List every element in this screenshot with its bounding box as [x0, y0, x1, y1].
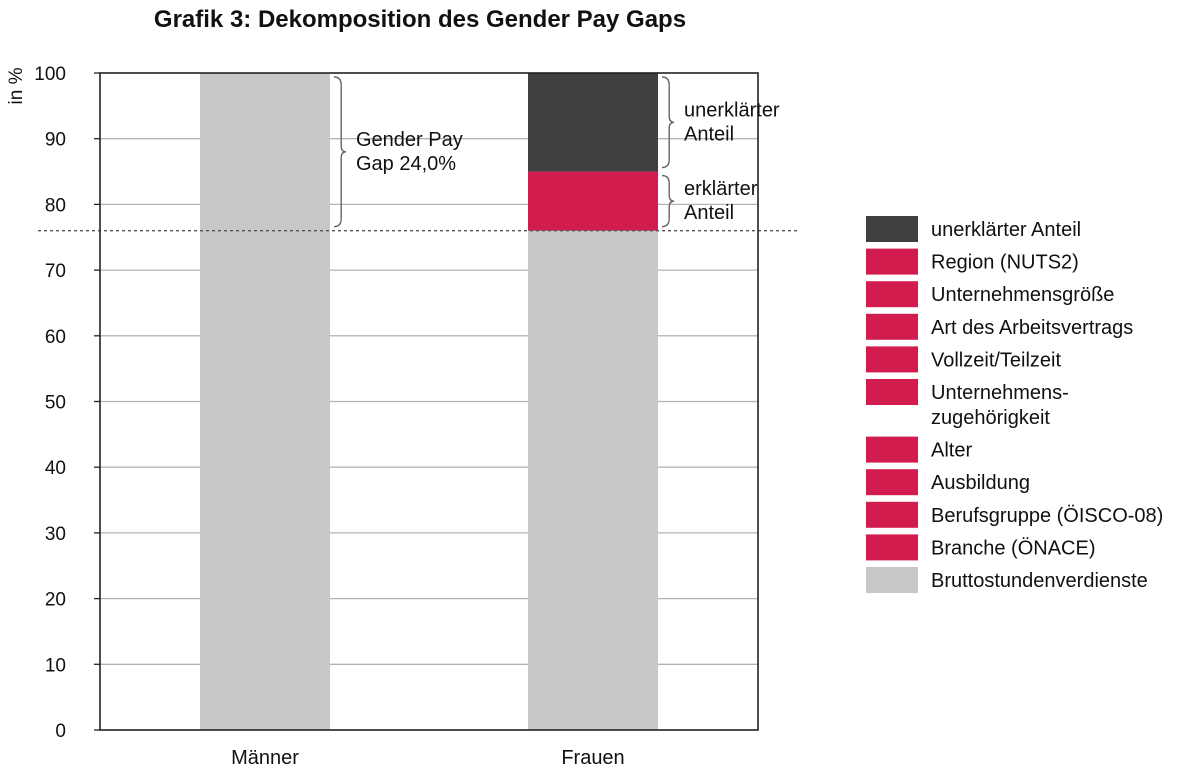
x-category-label: Männer [231, 747, 299, 769]
y-axis-label: in % [6, 67, 27, 104]
y-tick-label: 100 [34, 64, 66, 85]
legend-swatch [866, 436, 918, 463]
annotation-brace [333, 76, 347, 228]
legend-label: Art des Arbeitsvertrags [931, 317, 1133, 339]
y-tick-label: 20 [45, 590, 66, 611]
legend-label: Bruttostundenverdienste [931, 570, 1148, 592]
annotation-label: unerklärter [684, 99, 780, 121]
legend-swatch [866, 281, 918, 308]
y-tick-label: 0 [55, 721, 66, 742]
y-tick-label: 80 [45, 195, 66, 216]
x-categories: Männer Frauen [231, 747, 625, 769]
annotation-label: erklärter [684, 178, 758, 200]
legend-label: Unternehmensgröße [931, 284, 1114, 306]
legend-label: Ausbildung [931, 472, 1030, 494]
legend: unerklärter Anteil Region (NUTS2) Unterneh… [866, 216, 1163, 593]
bar-segment [528, 73, 658, 172]
legend-label: Unternehmens- [931, 382, 1069, 404]
y-tick-label: 50 [45, 393, 66, 414]
legend-swatch [866, 501, 918, 528]
annotation-label: Gender Pay [356, 129, 463, 151]
annotation-label: Anteil [684, 202, 734, 224]
bars [200, 73, 658, 730]
legend-swatch [866, 379, 918, 405]
bar-segment [200, 73, 330, 730]
y-tick-label: 60 [45, 327, 66, 348]
x-category-label: Frauen [561, 747, 624, 769]
legend-swatch [866, 567, 918, 593]
annotation-label: Anteil [684, 123, 734, 145]
legend-swatch [866, 534, 918, 561]
legend-swatch [866, 313, 918, 340]
legend-swatch [866, 216, 918, 242]
legend-label: Vollzeit/Teilzeit [931, 349, 1062, 371]
annotation-brace [661, 76, 675, 169]
legend-label: Region (NUTS2) [931, 252, 1079, 274]
y-tick-label: 90 [45, 130, 66, 151]
annotation-brace [661, 174, 675, 228]
y-tick-label: 70 [45, 261, 66, 282]
legend-swatch [866, 346, 918, 373]
y-tick-label: 40 [45, 458, 66, 479]
legend-label: Alter [931, 440, 972, 462]
legend-label: zugehörigkeit [931, 407, 1050, 429]
y-ticks: 0 10 20 30 40 50 60 70 80 90 100 [34, 64, 100, 742]
bar-segment [528, 171, 658, 231]
legend-swatch [866, 248, 918, 275]
annotation-label: Gap 24,0% [356, 153, 456, 175]
legend-label: Berufsgruppe (ÖISCO-08) [931, 505, 1163, 527]
gridlines [100, 138, 758, 665]
legend-label: unerklärter Anteil [931, 219, 1081, 241]
y-tick-label: 10 [45, 655, 66, 676]
bar-segment [528, 230, 658, 730]
legend-swatch [866, 469, 918, 496]
chart-title: Grafik 3: Dekomposition des Gender Pay G… [154, 6, 686, 33]
y-tick-label: 30 [45, 524, 66, 545]
legend-label: Branche (ÖNACE) [931, 537, 1096, 559]
